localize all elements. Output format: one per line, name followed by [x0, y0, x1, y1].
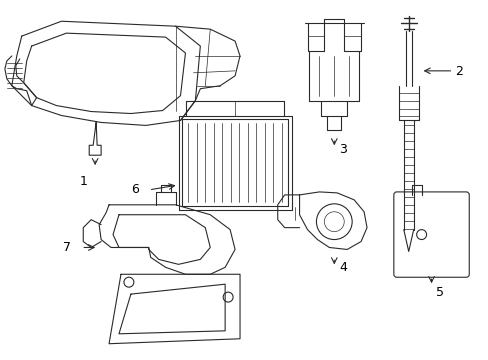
- Text: 5: 5: [435, 286, 443, 299]
- Text: 6: 6: [131, 183, 139, 196]
- Text: 4: 4: [339, 261, 346, 274]
- Text: 7: 7: [63, 242, 71, 255]
- Text: 1: 1: [79, 175, 87, 188]
- Text: 2: 2: [454, 65, 462, 78]
- Text: 3: 3: [339, 143, 346, 156]
